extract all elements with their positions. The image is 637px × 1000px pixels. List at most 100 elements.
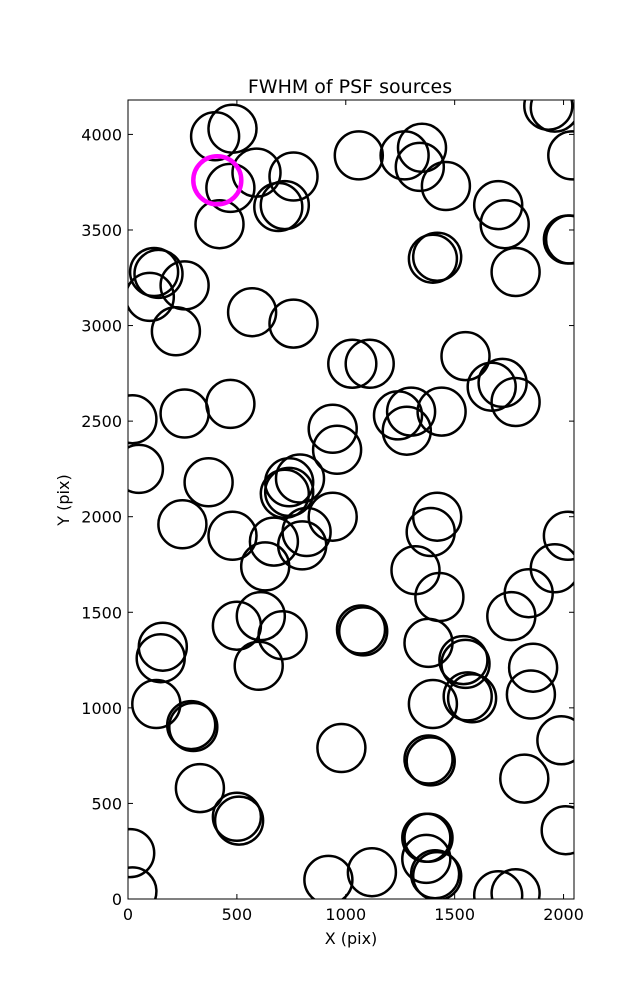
psf-source-circle xyxy=(440,330,491,382)
psf-source-circle xyxy=(507,642,559,693)
psf-source-circle xyxy=(394,141,446,193)
psf-source-circle xyxy=(542,510,574,562)
psf-source-circle xyxy=(401,833,452,885)
psf-source-circle xyxy=(409,848,461,899)
psf-source-circle xyxy=(490,246,541,298)
psf-source-circle xyxy=(472,869,524,899)
psf-source-circle xyxy=(503,567,554,619)
psf-source-circle xyxy=(544,214,574,265)
psf-source-circle xyxy=(268,151,319,202)
psf-source-circle xyxy=(407,678,459,730)
psf-source-circle xyxy=(405,736,456,787)
psf-source-circle xyxy=(131,678,182,730)
psf-source-circle xyxy=(446,673,498,724)
psf-source-circle xyxy=(403,812,454,864)
psf-source-circle xyxy=(205,162,256,214)
psf-source-circle xyxy=(159,260,210,311)
x-tick-label: 1500 xyxy=(434,905,475,924)
psf-source-circle xyxy=(405,506,456,558)
psf-source-circle xyxy=(403,734,454,785)
psf-source-circle xyxy=(479,198,530,250)
psf-source-circle xyxy=(414,571,465,623)
y-tick-label: 500 xyxy=(91,794,122,813)
psf-source-circle xyxy=(157,499,208,550)
plot-frame xyxy=(127,99,575,900)
psf-source-circle xyxy=(440,638,491,690)
psf-source-circle xyxy=(159,388,210,439)
psf-source-circle xyxy=(346,846,398,898)
psf-source-circle xyxy=(274,453,326,504)
scatter-marks xyxy=(128,100,574,899)
y-tick-label: 1500 xyxy=(81,603,122,622)
psf-source-circle xyxy=(150,306,202,357)
psf-source-circle xyxy=(536,715,574,766)
y-axis: 0 500 1000 1500 2000 2500 3000 3500 4000 xyxy=(81,125,574,909)
psf-source-circle xyxy=(540,804,574,856)
psf-source-circle xyxy=(128,827,156,879)
psf-source-circle xyxy=(207,510,258,562)
psf-source-circle xyxy=(281,506,332,558)
psf-source-circle xyxy=(490,376,541,428)
psf-source-circle xyxy=(307,491,358,542)
psf-source-circle xyxy=(333,130,385,181)
psf-source-circle xyxy=(316,722,367,774)
psf-source-circle xyxy=(477,357,528,409)
psf-source-circle xyxy=(411,231,463,282)
psf-source-circle xyxy=(411,850,463,899)
psf-source-circle xyxy=(174,762,226,814)
psf-source-circle xyxy=(385,386,437,437)
psf-source-circle xyxy=(207,103,258,154)
psf-source-circle xyxy=(407,233,459,284)
psf-source-circle xyxy=(344,338,395,390)
y-tick-label: 2000 xyxy=(81,508,122,527)
psf-source-circle xyxy=(128,866,158,899)
x-axis-label: X (pix) xyxy=(325,929,378,948)
psf-source-circle xyxy=(213,795,265,846)
psf-source-circle xyxy=(438,634,489,686)
psf-source-circle xyxy=(327,338,378,390)
psf-source-circle xyxy=(499,753,550,804)
y-tick-label: 2500 xyxy=(81,412,122,431)
y-tick-label: 4000 xyxy=(81,125,122,144)
psf-source-circle xyxy=(128,393,158,445)
psf-source-circle xyxy=(472,179,524,231)
psf-source-circle xyxy=(381,405,433,456)
psf-source-circle xyxy=(239,541,291,592)
x-axis: 0 500 1000 1500 2000 xyxy=(123,100,584,924)
psf-source-circle xyxy=(311,424,363,476)
y-tick-label: 3500 xyxy=(81,221,122,240)
y-tick-label: 0 xyxy=(112,890,122,909)
psf-source-circle xyxy=(233,640,284,692)
psf-source-circle xyxy=(165,699,217,751)
psf-source-circle xyxy=(259,179,311,231)
psf-source-circle xyxy=(420,160,472,212)
psf-source-circle xyxy=(133,248,184,300)
psf-source-circle xyxy=(529,543,574,594)
psf-source-circle xyxy=(259,468,311,520)
psf-source-circle xyxy=(490,868,541,899)
psf-source-circle xyxy=(529,100,574,133)
psf-source-circle xyxy=(542,214,574,265)
highlighted-source-circle xyxy=(191,154,244,207)
x-tick-label: 2000 xyxy=(543,905,584,924)
x-tick-label: 0 xyxy=(123,905,133,924)
psf-source-circle xyxy=(194,198,245,250)
psf-source-circle xyxy=(303,854,354,899)
x-tick-label: 1000 xyxy=(325,905,366,924)
psf-source-circle xyxy=(268,298,319,349)
psf-source-circle xyxy=(168,701,219,753)
psf-source-circle xyxy=(183,457,234,508)
psf-source-circle xyxy=(211,791,263,843)
psf-source-circle xyxy=(547,130,574,181)
psf-source-circle xyxy=(235,590,287,642)
psf-source-circle xyxy=(137,621,189,672)
psf-source-circle xyxy=(416,386,467,437)
chart-title: FWHM of PSF sources xyxy=(248,76,452,98)
psf-source-circle xyxy=(128,246,180,298)
psf-source-circle xyxy=(337,606,389,657)
psf-source-circle xyxy=(396,122,448,174)
psf-source-circle xyxy=(205,378,256,430)
y-tick-label: 3000 xyxy=(81,317,122,336)
y-tick-label: 1000 xyxy=(81,699,122,718)
